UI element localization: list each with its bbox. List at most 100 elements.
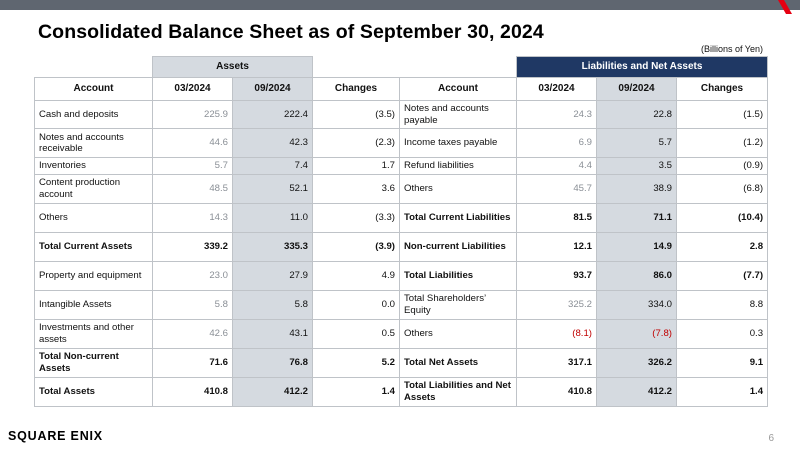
table-row: Total Current Assets 339.2 335.3 (3.9) Non-c… — [34, 231, 769, 262]
liab-prev-cell: 4.4 — [516, 157, 597, 175]
liab-change-cell: (0.9) — [675, 157, 769, 175]
asset-account-cell: Cash and deposits — [34, 100, 153, 129]
liab-account-cell: Total Liabilities and Net Assets — [399, 376, 517, 407]
assets-section-header: Assets — [152, 56, 313, 78]
liab-account-cell: Notes and accounts payable — [399, 100, 517, 129]
square-enix-logo: SQUARE ENIX — [8, 429, 103, 443]
liab-change-cell: 2.8 — [675, 231, 769, 262]
liab-prev-header: 03/2024 — [516, 77, 597, 101]
liab-change-cell: (1.2) — [675, 128, 769, 158]
asset-account-cell: Notes and accounts receivable — [34, 128, 153, 158]
liab-prev-cell: 45.7 — [516, 173, 597, 204]
liab-curr-cell: 5.7 — [596, 128, 677, 158]
asset-curr-cell: 76.8 — [232, 347, 313, 378]
asset-change-cell: (3.9) — [312, 231, 400, 262]
asset-prev-cell: 410.8 — [152, 376, 233, 407]
asset-curr-cell: 43.1 — [232, 318, 313, 349]
liab-curr-cell: 38.9 — [596, 173, 677, 204]
asset-prev-cell: 5.8 — [152, 289, 233, 320]
asset-prev-cell: 14.3 — [152, 202, 233, 233]
liab-change-cell: 1.4 — [675, 376, 769, 407]
liab-prev-cell: 317.1 — [516, 347, 597, 378]
page-number: 6 — [768, 433, 774, 444]
asset-prev-cell: 23.0 — [152, 260, 233, 291]
liab-change-cell: (10.4) — [675, 202, 769, 233]
assets-curr-header: 09/2024 — [232, 77, 313, 101]
asset-curr-cell: 42.3 — [232, 128, 313, 158]
asset-curr-cell: 5.8 — [232, 289, 313, 320]
asset-change-cell: 1.7 — [312, 157, 400, 175]
asset-account-cell: Total Assets — [34, 376, 153, 407]
asset-change-cell: 1.4 — [312, 376, 400, 407]
liab-account-cell: Total Liabilities — [399, 260, 517, 291]
liab-curr-header: 09/2024 — [596, 77, 677, 101]
asset-account-cell: Others — [34, 202, 153, 233]
page-title: Consolidated Balance Sheet as of Septemb… — [38, 21, 544, 43]
blank-cell — [312, 56, 517, 78]
asset-account-cell: Intangible Assets — [34, 289, 153, 320]
liab-curr-cell: 326.2 — [596, 347, 677, 378]
table-row: Investments and other assets 42.6 43.1 0.5 O… — [34, 318, 769, 349]
liab-account-cell: Total Net Assets — [399, 347, 517, 378]
liab-account-cell: Others — [399, 318, 517, 349]
asset-account-cell: Total Non-current Assets — [34, 347, 153, 378]
top-bar — [0, 0, 800, 10]
liab-change-cell: (6.8) — [675, 173, 769, 204]
asset-account-cell: Total Current Assets — [34, 231, 153, 262]
asset-curr-cell: 52.1 — [232, 173, 313, 204]
liab-curr-cell: 22.8 — [596, 100, 677, 129]
red-accent-mark — [764, 0, 800, 14]
table-row: Total Assets 410.8 412.2 1.4 Total Liabiliti… — [34, 376, 769, 407]
units-note: (Billions of Yen) — [700, 44, 763, 54]
table-row: Intangible Assets 5.8 5.8 0.0 Total Sharehol… — [34, 289, 769, 320]
asset-change-cell: 0.0 — [312, 289, 400, 320]
liab-account-cell: Income taxes payable — [399, 128, 517, 158]
asset-account-cell: Inventories — [34, 157, 153, 175]
asset-change-cell: 0.5 — [312, 318, 400, 349]
liab-change-cell: (7.7) — [675, 260, 769, 291]
liab-curr-cell: (7.8) — [596, 318, 677, 349]
asset-curr-cell: 412.2 — [232, 376, 313, 407]
liab-prev-cell: 12.1 — [516, 231, 597, 262]
liab-account-cell: Others — [399, 173, 517, 204]
liab-prev-cell: 410.8 — [516, 376, 597, 407]
asset-account-cell: Investments and other assets — [34, 318, 153, 349]
asset-curr-cell: 7.4 — [232, 157, 313, 175]
liab-prev-cell: 81.5 — [516, 202, 597, 233]
asset-curr-cell: 222.4 — [232, 100, 313, 129]
liab-account-header: Account — [399, 77, 517, 101]
liab-change-cell: 8.8 — [675, 289, 769, 320]
asset-curr-cell: 11.0 — [232, 202, 313, 233]
table-row: Property and equipment 23.0 27.9 4.9 Total L… — [34, 260, 769, 291]
asset-change-cell: (2.3) — [312, 128, 400, 158]
liab-account-cell: Refund liabilities — [399, 157, 517, 175]
liab-change-cell: 0.3 — [675, 318, 769, 349]
balance-sheet-table: Assets Liabilities and Net Assets Accoun… — [34, 56, 769, 407]
asset-change-cell: (3.5) — [312, 100, 400, 129]
liab-curr-cell: 3.5 — [596, 157, 677, 175]
asset-change-cell: 3.6 — [312, 173, 400, 204]
table-row: Others 14.3 11.0 (3.3) Total Current Liabili… — [34, 202, 769, 233]
liab-change-cell: (1.5) — [675, 100, 769, 129]
asset-curr-cell: 335.3 — [232, 231, 313, 262]
asset-change-cell: 5.2 — [312, 347, 400, 378]
liab-curr-cell: 14.9 — [596, 231, 677, 262]
liab-curr-cell: 86.0 — [596, 260, 677, 291]
asset-prev-cell: 42.6 — [152, 318, 233, 349]
liab-prev-cell: 6.9 — [516, 128, 597, 158]
blank-cell — [34, 56, 153, 78]
liab-prev-cell: 93.7 — [516, 260, 597, 291]
liab-change-cell: 9.1 — [675, 347, 769, 378]
liab-curr-cell: 412.2 — [596, 376, 677, 407]
asset-prev-cell: 339.2 — [152, 231, 233, 262]
liab-curr-cell: 71.1 — [596, 202, 677, 233]
asset-prev-cell: 44.6 — [152, 128, 233, 158]
liab-prev-cell: 325.2 — [516, 289, 597, 320]
liab-prev-cell: 24.3 — [516, 100, 597, 129]
asset-account-cell: Content production account — [34, 173, 153, 204]
table-row: Content production account 48.5 52.1 3.6 Oth… — [34, 173, 769, 204]
liab-curr-cell: 334.0 — [596, 289, 677, 320]
liab-account-cell: Non-current Liabilities — [399, 231, 517, 262]
liab-changes-header: Changes — [675, 77, 769, 101]
table-row: Total Non-current Assets 71.6 76.8 5.2 Total… — [34, 347, 769, 378]
